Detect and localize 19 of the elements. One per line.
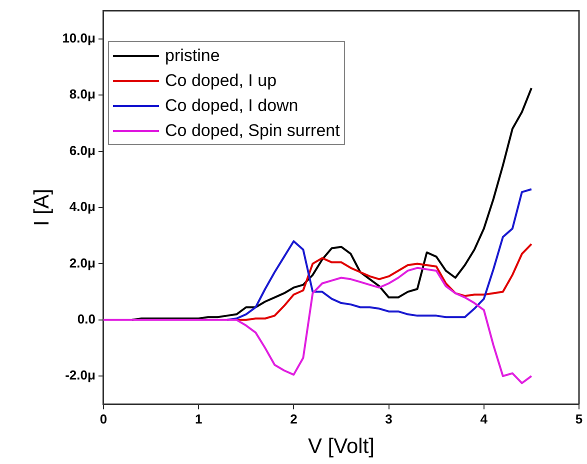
y-tick-label: 2.0μ: [69, 255, 96, 270]
y-tick-label: -2.0μ: [65, 368, 96, 383]
y-tick-label: 6.0μ: [69, 142, 96, 158]
x-tick-label: 0: [100, 412, 108, 427]
x-tick-label: 4: [480, 412, 488, 427]
legend-label: Co doped, I up: [165, 70, 277, 92]
x-axis-title: V [Volt]: [308, 435, 374, 458]
y-tick-label: 10.0μ: [62, 30, 96, 46]
legend-label: pristine: [165, 45, 220, 67]
y-tick-label: 0.0: [77, 311, 96, 326]
x-tick-label: 3: [385, 412, 392, 427]
legend-label: Co doped, Spin surrent: [165, 120, 340, 142]
legend-label: Co doped, I down: [165, 95, 298, 117]
x-tick-label: 5: [575, 412, 583, 427]
x-tick-label: 2: [290, 412, 298, 427]
x-tick-label: 1: [194, 412, 202, 427]
y-axis-title: I [A]: [30, 188, 54, 226]
y-tick-label: 8.0μ: [69, 86, 96, 102]
y-tick-label: 4.0μ: [69, 199, 96, 214]
